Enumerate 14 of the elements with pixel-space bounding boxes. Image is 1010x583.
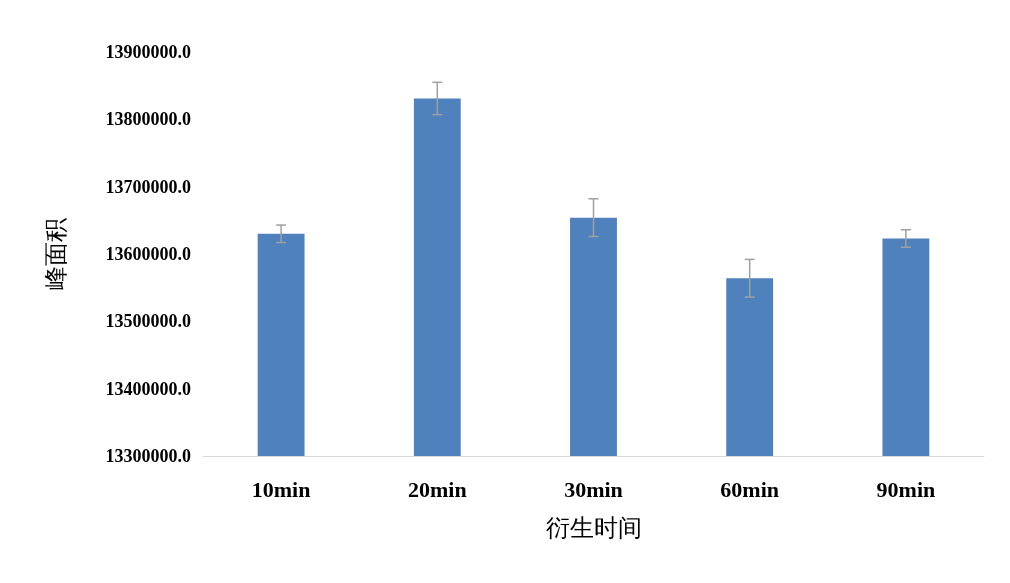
y-tick-label: 13500000.0 xyxy=(105,311,191,332)
x-tick-label: 60min xyxy=(720,476,780,502)
y-tick-label: 13900000.0 xyxy=(105,42,191,62)
y-tick-label: 13800000.0 xyxy=(105,109,191,130)
y-tick-label: 13700000.0 xyxy=(105,176,191,197)
y-tick-label: 13300000.0 xyxy=(105,446,191,466)
x-tick-label: 90min xyxy=(876,476,936,502)
y-axis-title: 峰面积 xyxy=(43,218,69,290)
y-tick-label: 13600000.0 xyxy=(105,244,191,264)
y-tick-label: 13400000.0 xyxy=(105,378,191,399)
x-tick-label: 10min xyxy=(251,476,311,502)
x-tick-label: 30min xyxy=(564,476,623,502)
x-axis-title: 衍生时间 xyxy=(545,515,642,541)
x-tick-label: 20min xyxy=(407,476,467,502)
